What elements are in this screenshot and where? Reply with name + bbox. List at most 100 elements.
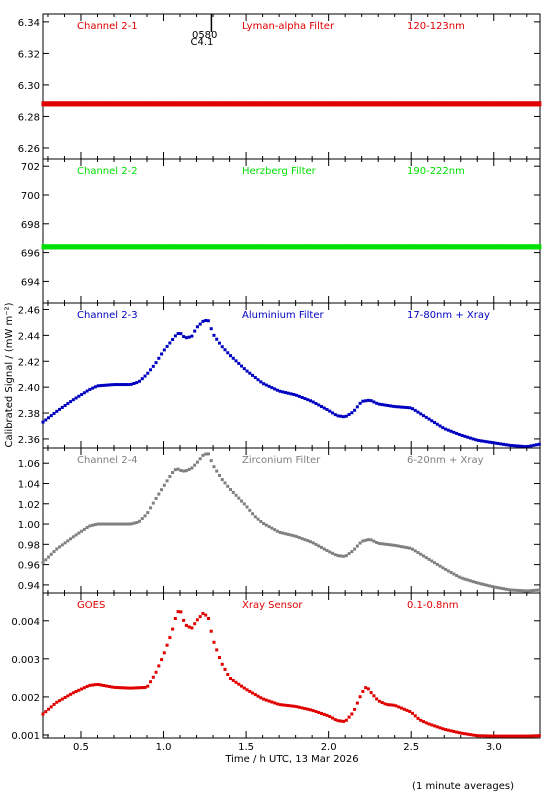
data-point [347,715,351,719]
data-point [184,336,188,340]
data-point [215,337,219,341]
data-point [297,705,301,709]
data-point [229,677,233,681]
data-point [435,725,439,729]
data-point [482,439,486,443]
data-point [85,389,89,393]
data-point [526,444,530,448]
data-point [320,711,324,715]
data-point [532,443,536,447]
data-point [308,399,312,403]
data-point [121,383,125,387]
data-point [513,734,517,738]
data-point [455,730,459,734]
data-point [504,587,508,591]
data-point [55,409,59,413]
panel-frame [42,302,541,449]
data-point [303,538,307,542]
data-point [518,589,522,593]
data-point [493,734,497,738]
data-point [206,616,210,620]
data-point [71,398,75,402]
data-point [179,468,183,472]
data-point [198,322,202,326]
data-point [474,580,478,584]
data-point [333,553,337,557]
panel-frame [42,158,541,304]
data-point [308,540,312,544]
data-point [438,424,442,428]
panel-channel-label: Channel 2-4 [77,455,138,466]
data-point [369,691,373,695]
data-point [433,561,437,565]
data-point [524,445,528,449]
y-tick-label: 0.94 [18,581,40,592]
data-point [58,545,62,549]
y-tick-label: 2.44 [18,331,40,342]
data-point [253,376,257,380]
data-point [49,414,53,418]
panel-filter-label: Zirconium Filter [242,455,321,466]
data-point [441,566,445,570]
data-point [58,699,62,703]
data-point [295,393,299,397]
data-point [190,466,194,470]
data-point [342,554,346,558]
data-point [179,610,183,614]
x-axis-label: Time / h UTC, 13 Mar 2026 [224,754,358,765]
data-point [292,534,296,538]
y-tick-label: 6.32 [18,49,40,60]
data-point [286,391,290,395]
data-point [157,492,161,496]
data-point [532,734,536,738]
data-point [160,352,164,356]
data-point [253,693,257,697]
y-tick-label: 6.30 [18,81,40,92]
data-point [176,332,180,336]
data-point [328,715,332,719]
data-point [529,444,533,448]
data-point [63,541,67,545]
data-point [44,418,48,422]
data-point [529,589,533,593]
data-point [126,686,130,690]
y-tick-label: 0.002 [11,693,40,704]
data-point [419,412,423,416]
data-point [149,680,153,684]
y-tick-label: 0.004 [11,617,40,628]
data-point [297,536,301,540]
y-tick-label: 0.98 [18,540,40,551]
data-series [41,452,541,593]
data-point [510,734,514,738]
data-point [424,415,428,419]
data-point [121,522,125,526]
data-point [226,484,230,488]
data-point [231,356,235,360]
data-point [501,442,505,446]
data-point [102,683,106,687]
data-point [328,550,332,554]
data-point [331,551,335,555]
y-tick-label: 2.40 [18,383,40,394]
data-point [157,356,161,360]
data-point [182,469,186,473]
event-class: C4.1 [191,37,214,48]
data-point [124,686,128,690]
data-point [93,385,97,389]
data-point [190,334,194,338]
data-point [82,686,86,690]
data-point [526,589,530,593]
data-point [179,332,183,336]
data-point [397,544,401,548]
data-point [504,443,508,447]
data-point [240,499,244,503]
data-point [311,709,315,713]
data-point [99,683,103,687]
data-point [314,710,318,714]
data-point [102,522,106,526]
data-point [513,444,517,448]
data-point [251,373,255,377]
data-point [275,529,279,533]
data-point [438,726,442,730]
event-id: 0580 [192,30,217,41]
